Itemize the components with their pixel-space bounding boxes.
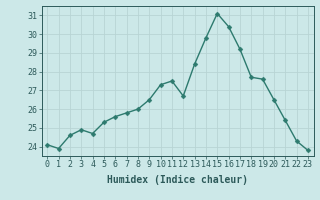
X-axis label: Humidex (Indice chaleur): Humidex (Indice chaleur) [107,175,248,185]
